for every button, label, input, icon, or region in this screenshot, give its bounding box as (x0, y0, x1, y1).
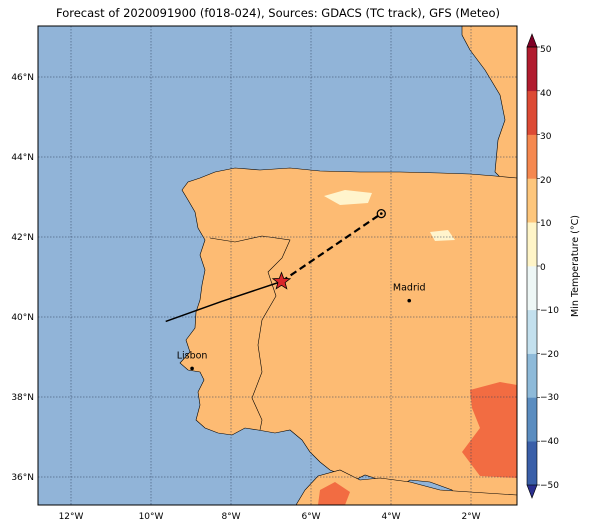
lat-tick-label: 38°N (11, 393, 34, 403)
colorbar-tick-label: −10 (540, 306, 559, 316)
colorbar-tick-labels: −50 −40 −30 −20 −10 0 10 20 30 40 50 (540, 45, 559, 491)
colorbar-segment (527, 178, 537, 223)
colorbar (526, 33, 540, 499)
lon-tick-label: 12°W (59, 512, 84, 522)
land-north-africa (295, 469, 517, 505)
lat-tick-label: 42°N (11, 233, 34, 243)
colorbar-segment (527, 222, 537, 267)
colorbar-segment (527, 90, 537, 135)
cool-patch-north (324, 190, 372, 205)
colorbar-tick-label: 50 (540, 45, 552, 55)
city-dot-lisbon (190, 366, 194, 371)
lon-tick-label: 6°W (301, 512, 320, 522)
lon-tick-label: 10°W (139, 512, 164, 522)
colorbar-segment (527, 266, 537, 311)
lat-tick-label: 36°N (11, 473, 34, 483)
colorbar-tick-label: 20 (540, 176, 552, 186)
border-portugal-spain (209, 235, 291, 431)
city-label-madrid: Madrid (393, 283, 426, 294)
lat-tick-label: 44°N (11, 153, 34, 163)
colorbar-arrow-high (526, 33, 538, 48)
colorbar-tick-label: 40 (540, 89, 552, 99)
map-area: Madrid Lisbon (38, 26, 517, 505)
city-label-lisbon: Lisbon (177, 350, 208, 361)
cool-patch-central (430, 230, 455, 241)
figure-title: Forecast of 2020091900 (f018-024), Sourc… (56, 6, 500, 20)
colorbar-tick-label: −20 (540, 350, 559, 360)
forecast-position-circle-icon (376, 208, 386, 219)
colorbar-segment (527, 397, 537, 442)
colorbar-tick-label: 0 (540, 263, 546, 273)
warm-region-africa (318, 482, 350, 505)
colorbar-tick-label: −30 (540, 393, 559, 403)
lon-tick-label: 4°W (381, 512, 400, 522)
current-position-star-icon (271, 271, 292, 290)
city-dot-madrid (407, 298, 412, 303)
lon-tick-label: 8°W (221, 512, 240, 522)
colorbar-tick-label: −50 (540, 481, 559, 491)
lat-tick-label: 40°N (11, 313, 34, 323)
land-france (461, 26, 517, 186)
lon-tick-label: 2°W (461, 512, 480, 522)
colorbar-arrow-low (526, 484, 538, 499)
colorbar-segment (527, 134, 537, 179)
colorbar-tick-label: −40 (540, 437, 559, 447)
lat-tick-labels: 36°N 38°N 40°N 42°N 44°N 46°N (11, 73, 34, 483)
map-frame (37, 25, 518, 506)
colorbar-segment (527, 47, 537, 92)
lon-tick-labels: 12°W 10°W 8°W 6°W 4°W 2°W (59, 512, 481, 522)
colorbar-segment (527, 353, 537, 398)
track-forecast (280, 212, 382, 283)
forecast-position-dot (379, 212, 383, 215)
colorbar-segment (527, 441, 537, 486)
colorbar-tick-label: 10 (540, 219, 552, 229)
warm-region-southeast (462, 382, 517, 478)
track-observed (165, 280, 282, 323)
lat-tick-label: 46°N (11, 73, 34, 83)
colorbar-label: Min Temperature (°C) (570, 215, 581, 317)
colorbar-tick-label: 30 (540, 132, 552, 142)
colorbar-segment (527, 309, 537, 354)
graticule (38, 26, 517, 505)
